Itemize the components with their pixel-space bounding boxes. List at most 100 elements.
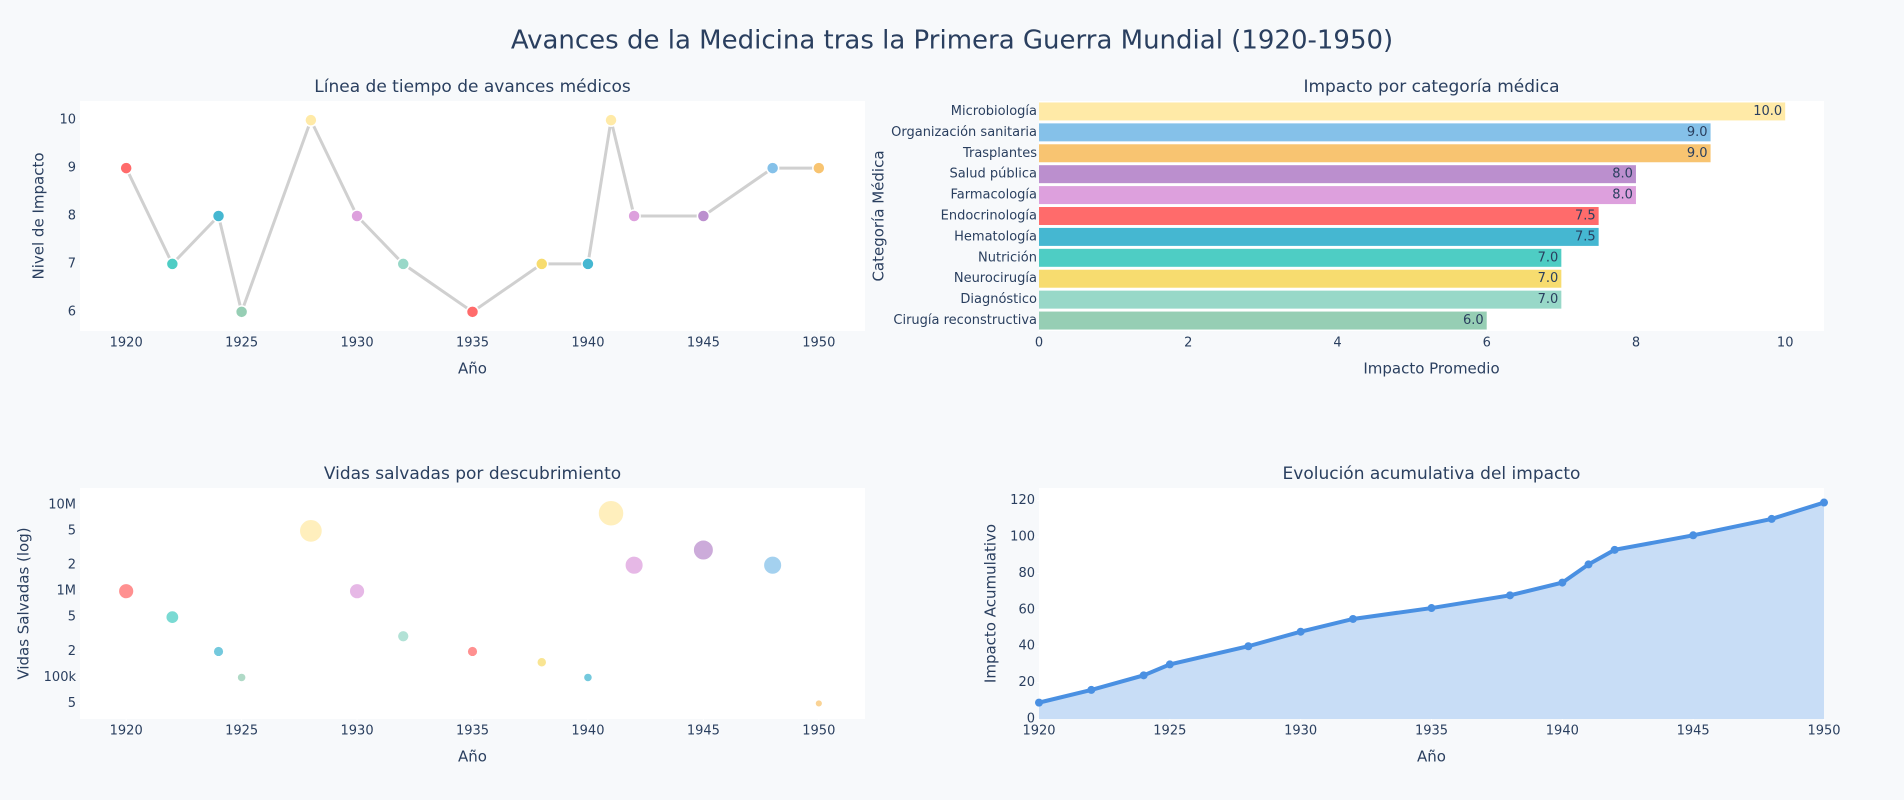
bar [1039, 269, 1562, 288]
x-tick-label: 1920 [110, 336, 143, 351]
x-tick-label: 1950 [802, 336, 835, 351]
bubble [583, 672, 593, 683]
category-label: Nutrición [978, 250, 1037, 265]
y-tick-label: 0 [1027, 712, 1035, 727]
bar [1039, 311, 1487, 330]
x-axis-title: Año [458, 748, 487, 766]
x-tick-label: 1925 [225, 336, 258, 351]
bubble [692, 539, 714, 561]
timeline-marker [581, 257, 595, 271]
category-label: Cirugía reconstructiva [893, 313, 1037, 328]
category-label: Hematología [954, 229, 1037, 244]
x-tick-label: 1940 [571, 336, 604, 351]
area-marker [1087, 685, 1096, 694]
area-marker [1689, 531, 1698, 540]
y-tick-label: 20 [1018, 675, 1035, 690]
x-tick-label: 1935 [456, 336, 489, 351]
plot-area [1039, 488, 1824, 719]
area-marker [1427, 604, 1436, 613]
y-tick-label: 5 [68, 523, 76, 538]
area-marker [1584, 560, 1593, 569]
x-axis-title: Impacto Promedio [1363, 360, 1499, 378]
bubble [165, 610, 180, 625]
x-tick-label: 1945 [1677, 724, 1710, 739]
panel-title: Línea de tiempo de avances médicos [314, 77, 631, 97]
panel-title: Vidas salvadas por descubrimiento [324, 464, 621, 484]
bar [1039, 227, 1599, 246]
category-label: Endocrinología [941, 209, 1037, 224]
y-tick-label: 7 [68, 256, 76, 271]
timeline-marker [119, 161, 133, 175]
x-axis-title: Año [458, 360, 487, 378]
value-label: 7.0 [1538, 250, 1559, 265]
x-tick-label: 1925 [225, 724, 258, 739]
area-marker [1610, 545, 1619, 554]
y-tick-label: 1M [57, 584, 77, 599]
y-tick-label: 100k [44, 670, 77, 685]
value-label: 9.0 [1687, 125, 1708, 140]
x-tick-label: 1950 [1807, 724, 1840, 739]
y-tick-label: 40 [1018, 639, 1035, 654]
value-label: 7.0 [1538, 292, 1559, 307]
panel-title: Impacto por categoría médica [1303, 77, 1559, 97]
bubble [299, 519, 323, 543]
timeline-marker [627, 209, 641, 223]
x-tick-label: 1920 [1022, 724, 1055, 739]
plot-area [80, 488, 865, 719]
x-tick-label: 1920 [110, 724, 143, 739]
bar [1039, 123, 1711, 142]
area-marker [1165, 660, 1174, 669]
timeline-marker [165, 257, 180, 271]
y-axis-title: Nivel de Impacto [30, 152, 48, 279]
x-tick-label: 1930 [341, 724, 374, 739]
y-axis-title: Impacto Acumulativo [982, 524, 1000, 683]
timeline-marker [465, 305, 480, 319]
area-marker [1035, 698, 1043, 707]
timeline-marker [696, 209, 711, 223]
category-label: Organización sanitaria [891, 125, 1037, 140]
timeline-marker [535, 257, 549, 271]
bubble [763, 555, 783, 575]
x-tick-label: 10 [1777, 336, 1794, 351]
bar [1039, 186, 1636, 205]
area-marker [1506, 591, 1514, 600]
area-marker [1767, 514, 1776, 523]
bubble [397, 630, 410, 643]
bar [1039, 248, 1562, 267]
category-label: Diagnóstico [960, 292, 1037, 307]
area-marker [1139, 671, 1148, 680]
x-tick-label: 1925 [1153, 724, 1186, 739]
bar [1039, 144, 1711, 163]
area-marker [1296, 627, 1305, 636]
x-tick-label: 1935 [1415, 724, 1448, 739]
value-label: 7.5 [1575, 229, 1596, 244]
bubble [348, 583, 366, 600]
timeline-marker [604, 113, 618, 127]
timeline-marker [234, 305, 249, 319]
x-axis-title: Año [1417, 748, 1446, 766]
y-tick-label: 5 [68, 610, 76, 625]
x-tick-label: 6 [1483, 336, 1491, 351]
value-label: 7.5 [1575, 209, 1596, 224]
category-label: Microbiología [951, 104, 1037, 119]
plot-area [80, 101, 865, 331]
x-tick-label: 1930 [341, 336, 374, 351]
value-label: 8.0 [1612, 188, 1633, 203]
value-label: 7.0 [1538, 271, 1559, 286]
x-tick-label: 1950 [802, 724, 835, 739]
x-tick-label: 0 [1035, 336, 1043, 351]
y-tick-label: 120 [1010, 493, 1035, 508]
area-marker [1558, 578, 1567, 587]
y-tick-label: 100 [1010, 530, 1035, 545]
category-label: Farmacología [951, 188, 1038, 203]
y-tick-label: 5 [68, 696, 76, 711]
value-label: 10.0 [1753, 104, 1782, 119]
x-tick-label: 1940 [571, 724, 604, 739]
bubble [536, 657, 547, 668]
bar [1039, 102, 1786, 121]
x-tick-label: 1945 [687, 724, 720, 739]
x-tick-label: 1930 [1284, 724, 1317, 739]
y-tick-label: 6 [68, 304, 76, 319]
y-tick-label: 2 [68, 558, 76, 573]
timeline-marker [396, 257, 410, 271]
